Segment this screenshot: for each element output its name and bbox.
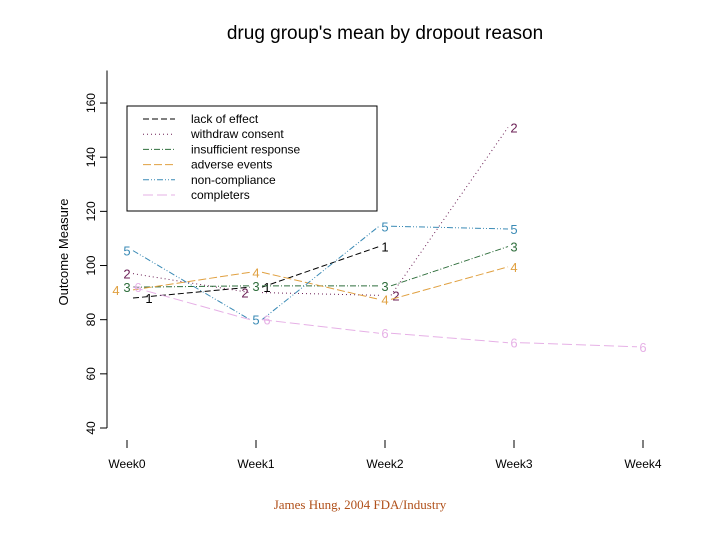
series-segment	[261, 319, 380, 334]
x-tick-label: Week3	[495, 457, 532, 471]
data-point-marker: 3	[510, 240, 517, 255]
data-point-marker: 2	[241, 286, 248, 301]
data-point-marker: 6	[263, 313, 270, 328]
x-tick-label: Week1	[237, 457, 274, 471]
series-segment	[132, 271, 251, 291]
data-point-marker: 5	[381, 219, 388, 234]
data-point-marker: 6	[381, 326, 388, 341]
data-point-marker: 3	[252, 279, 259, 294]
data-point-marker: 4	[112, 283, 119, 298]
data-point-marker: 2	[123, 267, 130, 282]
data-point-marker: 3	[123, 280, 130, 295]
y-axis-label: Outcome Measure	[56, 199, 71, 306]
data-point-marker: 1	[263, 280, 270, 295]
series-segment	[261, 225, 380, 321]
data-point-marker: 5	[252, 313, 259, 328]
data-point-marker: 6	[639, 340, 646, 355]
data-point-marker: 5	[510, 222, 517, 237]
series-segment	[261, 246, 380, 288]
y-tick-label: 120	[84, 201, 98, 221]
data-point-marker: 1	[145, 291, 152, 306]
series-lack-of-effect: 1 1 1	[132, 240, 389, 306]
series-segment	[390, 246, 509, 287]
y-axis: 40 60 80 100 120 140 160	[84, 70, 108, 435]
series-segment	[519, 342, 638, 348]
chart-title: drug group's mean by dropout reason	[227, 23, 543, 44]
series-segment	[132, 285, 251, 288]
data-point-marker: 6	[510, 336, 517, 351]
data-point-marker: 6	[134, 280, 141, 295]
series-segment	[390, 225, 509, 230]
legend-label: adverse events	[191, 158, 272, 172]
series-withdraw-consent: 2 2 2 2	[123, 120, 517, 303]
series-segment	[132, 286, 251, 321]
data-point-marker: 4	[510, 260, 517, 275]
legend-label: lack of effect	[191, 112, 259, 126]
x-tick-label: Week4	[624, 457, 661, 471]
legend-label: insufficient response	[191, 142, 301, 156]
series-segment	[261, 271, 380, 300]
legend-box	[126, 105, 378, 212]
legend-label: completers	[191, 188, 250, 202]
x-tick-label: Week0	[108, 457, 145, 471]
series-non-compliance: 5 5 5 5	[123, 219, 517, 327]
x-tick-label: Week2	[366, 457, 403, 471]
data-point-marker: 2	[392, 288, 399, 303]
y-tick-label: 80	[84, 313, 98, 327]
series-segment	[390, 127, 509, 296]
data-point-marker: 4	[381, 292, 388, 307]
y-tick-label: 60	[84, 367, 98, 381]
series-completers: 6 6 6 6 6	[132, 280, 647, 355]
series-segment	[132, 250, 251, 321]
data-point-marker: 1	[381, 240, 388, 255]
series-segment	[132, 273, 251, 294]
series-insufficient-response: 3 3 3 3	[123, 240, 517, 296]
series-adverse-events: 4 4 4 4	[112, 260, 517, 307]
x-axis: Week0 Week1 Week2 Week3 Week4	[108, 440, 662, 471]
series-segment	[390, 332, 509, 344]
legend-label: non-compliance	[191, 173, 276, 187]
data-point-marker: 2	[510, 120, 517, 135]
y-tick-label: 140	[84, 147, 98, 167]
series-segment	[390, 266, 509, 300]
y-tick-label: 160	[84, 93, 98, 113]
data-point-marker: 5	[123, 244, 130, 259]
data-point-marker: 3	[381, 279, 388, 294]
legend-label: withdraw consent	[190, 127, 284, 141]
y-tick-label: 100	[84, 255, 98, 275]
data-point-marker: 4	[252, 265, 259, 280]
y-tick-label: 40	[84, 421, 98, 435]
footer-credit: James Hung, 2004 FDA/Industry	[273, 497, 447, 512]
series-segment	[132, 286, 251, 299]
